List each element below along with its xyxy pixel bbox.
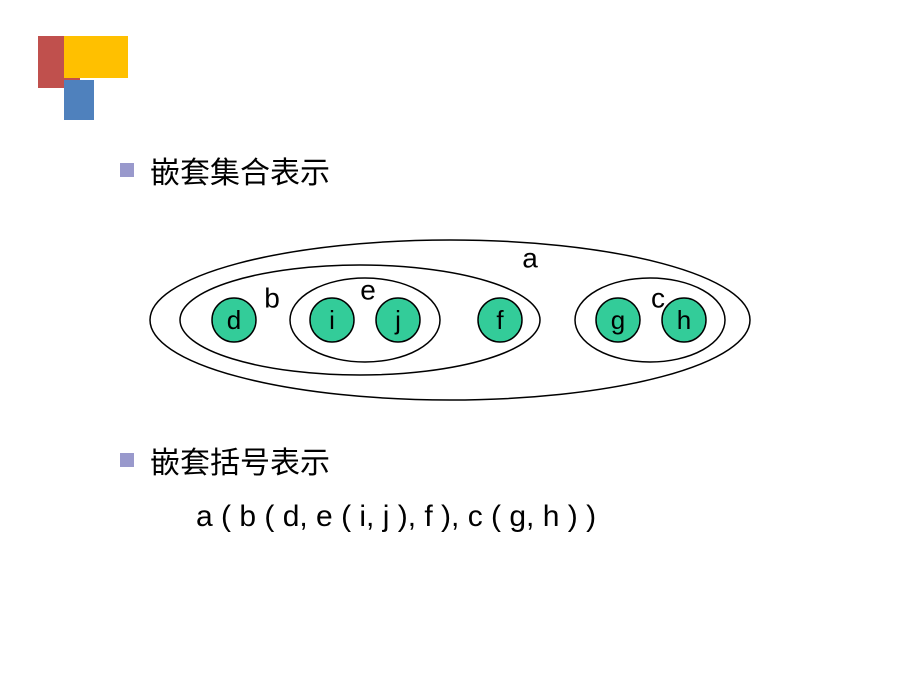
bullet-paren-representation: 嵌套括号表示 <box>120 438 330 482</box>
set-label-a: a <box>522 243 538 274</box>
node-label-g: g <box>611 305 625 335</box>
paren-expression: a ( b ( d, e ( i, j ), f ), c ( g, h ) ) <box>196 500 596 534</box>
nested-set-diagram: d i j f g h a b e c <box>140 230 780 410</box>
bullet-square-icon <box>120 163 134 177</box>
set-label-e: e <box>360 275 376 306</box>
bullet-text: 嵌套集合表示 <box>150 148 330 192</box>
node-label-h: h <box>677 305 691 335</box>
node-label-j: j <box>394 305 401 335</box>
node-label-f: f <box>496 305 504 335</box>
set-label-c: c <box>651 283 665 314</box>
corner-square <box>64 80 94 120</box>
bullet-text: 嵌套括号表示 <box>150 438 330 482</box>
node-label-i: i <box>329 305 335 335</box>
slide: 嵌套集合表示 d i j f g h a b e c 嵌套括号表示 a ( b ( d, e ( … <box>0 0 920 690</box>
set-label-b: b <box>264 283 280 314</box>
bullet-square-icon <box>120 453 134 467</box>
node-label-d: d <box>227 305 241 335</box>
bullet-set-representation: 嵌套集合表示 <box>120 148 330 192</box>
diagram-svg: d i j f g h a b e c <box>140 230 780 410</box>
corner-square <box>64 36 128 78</box>
